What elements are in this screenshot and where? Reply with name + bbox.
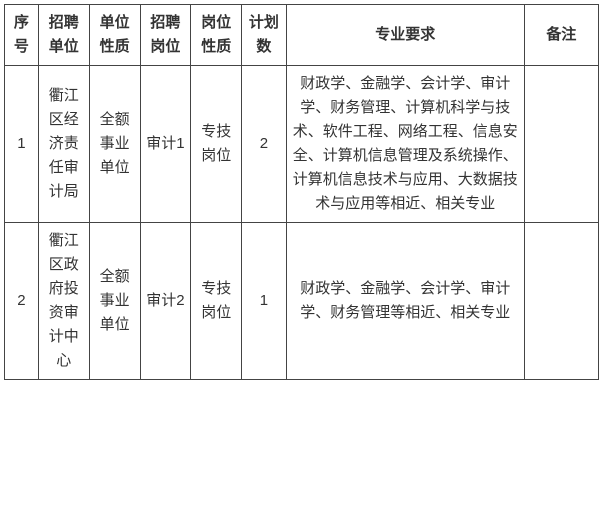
- cell-post-nature: 专技岗位: [191, 66, 242, 223]
- cell-post-nature: 专技岗位: [191, 223, 242, 380]
- col-header-note: 备注: [524, 5, 598, 66]
- col-header-post: 招聘岗位: [140, 5, 191, 66]
- col-header-post-nature: 岗位性质: [191, 5, 242, 66]
- col-header-unit: 招聘单位: [38, 5, 89, 66]
- recruitment-table: 序号 招聘单位 单位性质 招聘岗位 岗位性质 计划数 专业要求 备注 1 衢江区…: [4, 4, 599, 380]
- cell-count: 2: [242, 66, 286, 223]
- col-header-seq: 序号: [5, 5, 39, 66]
- cell-requirement: 财政学、金融学、会计学、审计学、财务管理等相近、相关专业: [286, 223, 524, 380]
- cell-unit-nature: 全额事业单位: [89, 66, 140, 223]
- cell-requirement: 财政学、金融学、会计学、审计学、财务管理、计算机科学与技术、软件工程、网络工程、…: [286, 66, 524, 223]
- cell-note: [524, 66, 598, 223]
- cell-post: 审计2: [140, 223, 191, 380]
- cell-seq: 1: [5, 66, 39, 223]
- col-header-requirement: 专业要求: [286, 5, 524, 66]
- cell-seq: 2: [5, 223, 39, 380]
- cell-note: [524, 223, 598, 380]
- cell-unit: 衢江区政府投资审计中心: [38, 223, 89, 380]
- table-body: 1 衢江区经济责任审计局 全额事业单位 审计1 专技岗位 2 财政学、金融学、会…: [5, 66, 599, 380]
- table-header: 序号 招聘单位 单位性质 招聘岗位 岗位性质 计划数 专业要求 备注: [5, 5, 599, 66]
- cell-post: 审计1: [140, 66, 191, 223]
- table-row: 2 衢江区政府投资审计中心 全额事业单位 审计2 专技岗位 1 财政学、金融学、…: [5, 223, 599, 380]
- cell-unit: 衢江区经济责任审计局: [38, 66, 89, 223]
- col-header-unit-nature: 单位性质: [89, 5, 140, 66]
- header-row: 序号 招聘单位 单位性质 招聘岗位 岗位性质 计划数 专业要求 备注: [5, 5, 599, 66]
- cell-unit-nature: 全额事业单位: [89, 223, 140, 380]
- cell-count: 1: [242, 223, 286, 380]
- table-row: 1 衢江区经济责任审计局 全额事业单位 审计1 专技岗位 2 财政学、金融学、会…: [5, 66, 599, 223]
- col-header-count: 计划数: [242, 5, 286, 66]
